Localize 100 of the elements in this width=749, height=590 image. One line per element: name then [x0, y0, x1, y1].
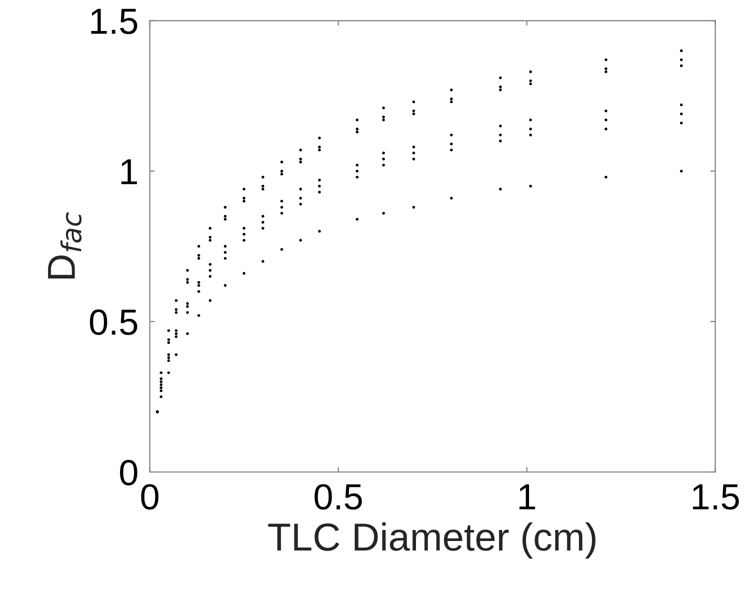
point — [604, 58, 608, 62]
point — [299, 160, 302, 164]
point — [412, 158, 416, 160]
point — [197, 256, 200, 260]
point — [160, 383, 162, 386]
point — [299, 196, 302, 200]
point — [356, 130, 359, 134]
point — [604, 110, 608, 112]
point — [318, 146, 321, 148]
point — [318, 136, 321, 140]
y-tick-label: 1 — [121, 159, 137, 184]
point — [167, 341, 170, 344]
point — [356, 164, 359, 166]
point — [224, 206, 227, 209]
point — [186, 269, 189, 272]
point — [529, 134, 532, 136]
point — [499, 85, 502, 88]
point — [356, 176, 359, 179]
point — [499, 124, 502, 128]
point — [412, 152, 416, 154]
point — [412, 206, 416, 209]
point — [167, 338, 170, 341]
x-tick-label: 1.5 — [692, 484, 739, 510]
point — [318, 148, 321, 152]
point — [186, 281, 189, 284]
x-tick-label: 1 — [520, 484, 536, 510]
point — [280, 170, 284, 172]
point — [186, 332, 189, 335]
point — [174, 332, 178, 335]
y-tick-label: 0.5 — [90, 309, 138, 335]
point — [160, 380, 162, 384]
point — [262, 184, 264, 188]
point — [262, 176, 264, 179]
point — [262, 220, 264, 224]
point — [412, 110, 416, 112]
point — [197, 314, 200, 317]
point — [299, 238, 302, 242]
point — [680, 170, 683, 172]
point — [356, 128, 359, 130]
point — [356, 118, 359, 122]
point — [299, 202, 302, 206]
point — [318, 178, 321, 182]
point — [160, 395, 162, 398]
point — [160, 386, 162, 390]
point — [604, 118, 608, 122]
point — [160, 371, 162, 374]
point — [280, 206, 284, 209]
point — [186, 302, 189, 305]
point — [450, 196, 453, 200]
point — [382, 152, 385, 154]
point — [382, 118, 385, 122]
point — [529, 184, 532, 188]
y-tick-label: 1.5 — [91, 8, 138, 34]
point — [318, 190, 321, 194]
point — [604, 128, 608, 130]
point — [262, 188, 264, 191]
point — [160, 389, 162, 392]
point — [186, 305, 189, 308]
point — [680, 122, 683, 124]
point — [604, 176, 608, 179]
point — [224, 250, 227, 254]
point — [412, 112, 416, 116]
point — [208, 299, 212, 302]
point — [280, 200, 284, 203]
point — [499, 188, 502, 191]
point — [529, 118, 532, 122]
point — [280, 248, 284, 251]
point — [242, 238, 246, 242]
point — [197, 284, 200, 287]
point — [299, 158, 302, 160]
point — [242, 196, 246, 200]
point — [167, 329, 170, 332]
point — [680, 49, 683, 52]
point — [450, 88, 453, 92]
point — [356, 218, 359, 221]
point — [499, 140, 502, 142]
point — [208, 238, 212, 242]
point — [280, 160, 284, 164]
point — [450, 100, 453, 104]
x-axis-title: TLC Diameter (cm) — [268, 522, 596, 559]
point — [242, 200, 246, 203]
point — [242, 272, 246, 275]
x-tick-label: 0.5 — [314, 484, 362, 510]
point — [242, 188, 246, 191]
point — [499, 134, 502, 136]
point — [197, 254, 200, 257]
point — [412, 146, 416, 148]
point — [167, 356, 170, 360]
x-tick-label: 0 — [141, 484, 158, 510]
point — [186, 311, 189, 314]
point — [242, 226, 246, 230]
point — [382, 106, 385, 110]
point — [499, 88, 502, 92]
point — [197, 281, 200, 284]
point — [197, 290, 200, 293]
point — [167, 353, 170, 356]
point — [356, 170, 359, 172]
point — [174, 329, 178, 332]
point — [382, 116, 385, 118]
point — [450, 142, 453, 146]
